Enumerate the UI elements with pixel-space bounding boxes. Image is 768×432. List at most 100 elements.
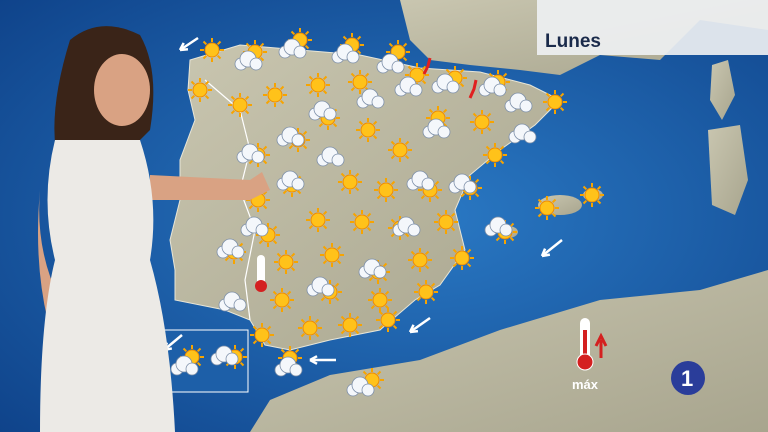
sun-ray <box>545 92 551 98</box>
sun-ray <box>502 72 508 78</box>
sun-ray <box>537 212 543 218</box>
sun-ray <box>286 304 292 310</box>
sun-ray <box>370 290 376 296</box>
sun-ray <box>322 224 328 230</box>
dress <box>40 140 175 432</box>
sun-ray <box>372 134 378 140</box>
sun-ray <box>248 204 254 210</box>
sun-ray <box>196 361 202 367</box>
cloud <box>293 45 307 59</box>
sun-ray <box>244 109 250 115</box>
sun <box>454 250 470 266</box>
sun-ray <box>262 204 268 210</box>
sun-ray <box>354 186 360 192</box>
sun-ray <box>272 239 278 245</box>
cloud <box>523 130 537 144</box>
sun-ray <box>290 252 296 258</box>
sun-ray <box>224 256 230 262</box>
arm <box>150 172 270 200</box>
thermo-bulb <box>255 280 267 292</box>
wind-arrow <box>541 239 563 257</box>
sun <box>412 252 428 268</box>
sun-ray <box>230 95 236 101</box>
up-arrow <box>594 332 608 358</box>
sun-ray <box>304 30 310 36</box>
sun-ray <box>216 54 222 60</box>
sun <box>302 320 318 336</box>
sun-ray <box>466 262 472 268</box>
sun-ray <box>202 40 208 46</box>
sun-ray <box>368 276 374 282</box>
sun-ray <box>378 324 384 330</box>
sun-ray <box>551 198 557 204</box>
sun-ray <box>252 325 258 331</box>
sun-ray <box>320 296 326 302</box>
sun-ray <box>402 42 408 48</box>
sun-ray <box>182 347 188 353</box>
cloud <box>407 223 421 237</box>
sun-ray <box>404 154 410 160</box>
sun-ray <box>308 89 314 95</box>
sun-ray <box>459 82 465 88</box>
sun-ray <box>358 134 364 140</box>
sun <box>418 284 434 300</box>
sun-ray <box>308 210 314 216</box>
sun-ray <box>509 236 515 242</box>
sun-ray <box>296 189 302 195</box>
sun-ray <box>245 42 251 48</box>
sun-ray <box>190 94 196 100</box>
sun-ray <box>314 332 320 338</box>
sun-ray <box>390 232 396 238</box>
sun-ray <box>265 85 271 91</box>
cloud <box>185 362 199 376</box>
sun-ray <box>390 194 396 200</box>
sun-ray <box>559 106 565 112</box>
sun-ray <box>262 159 268 165</box>
sun-ray <box>376 370 382 376</box>
thermometer <box>576 318 608 371</box>
sun <box>324 247 340 263</box>
sun-ray <box>190 80 196 86</box>
cloud <box>233 298 247 312</box>
sun-ray <box>239 347 245 353</box>
sun-ray <box>342 35 348 41</box>
sun-ray <box>450 212 456 218</box>
sun-ray <box>300 332 306 338</box>
sun-ray <box>238 256 244 262</box>
sun-ray <box>300 318 306 324</box>
cloud <box>361 383 375 397</box>
sun-ray <box>509 222 515 228</box>
sun-ray <box>204 80 210 86</box>
sun <box>409 67 425 83</box>
sun-ray <box>266 325 272 331</box>
sun-ray <box>216 40 222 46</box>
sun-ray <box>332 122 338 128</box>
sun-ray <box>382 276 388 282</box>
sun-ray <box>404 140 410 146</box>
sun-ray <box>272 225 278 231</box>
sun-ray <box>445 68 451 74</box>
sun-ray <box>294 348 300 354</box>
sun-ray <box>350 72 356 78</box>
sun-ray <box>282 189 288 195</box>
sun-ray <box>276 252 282 258</box>
sun-ray <box>545 106 551 112</box>
sun-ray <box>392 324 398 330</box>
sun-ray <box>582 185 588 191</box>
sun <box>539 200 555 216</box>
sun-ray <box>436 212 442 218</box>
sun-ray <box>402 56 408 62</box>
africa <box>250 270 768 432</box>
lightning <box>468 79 478 99</box>
sun-ray <box>551 212 557 218</box>
sun-ray <box>434 194 440 200</box>
sun-ray <box>474 178 480 184</box>
sun-ray <box>430 282 436 288</box>
thermo-level <box>583 330 587 362</box>
sun-ray <box>416 282 422 288</box>
sun-ray <box>452 262 458 268</box>
sun-ray <box>322 245 328 251</box>
sun-ray <box>404 232 410 238</box>
sun <box>360 122 376 138</box>
sun-ray <box>202 54 208 60</box>
